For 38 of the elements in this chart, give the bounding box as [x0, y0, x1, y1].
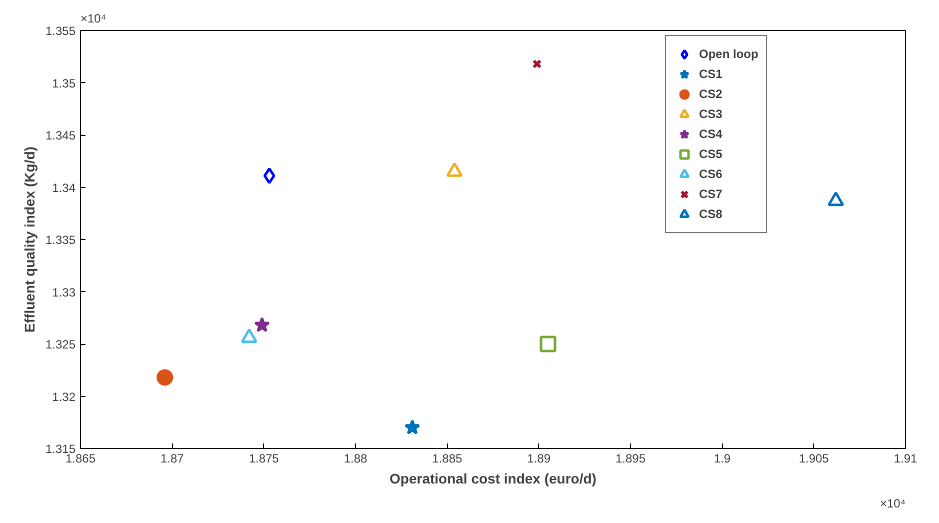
legend-label: CS4 [699, 126, 722, 143]
y-tick-label: 1.35 [52, 76, 76, 90]
y-tick-label: 1.32 [52, 390, 76, 404]
x-tick-label: 1.875 [248, 452, 280, 466]
point [532, 59, 542, 69]
x-tick-label: 1.87 [160, 452, 184, 466]
point [156, 369, 174, 386]
point [263, 168, 276, 184]
legend-label: CS1 [699, 66, 722, 83]
text: ×10⁴ [80, 12, 106, 26]
y-tick-label: 1.325 [45, 338, 76, 352]
point [404, 419, 420, 435]
x-tick-label: 1.91 [894, 452, 918, 466]
x-tick-label: 1.9 [714, 452, 731, 466]
x-tick-label: 1.905 [798, 452, 830, 466]
legend-label: CS7 [699, 186, 722, 203]
legend-label: CS6 [699, 166, 722, 183]
text: ×10⁴ [880, 496, 906, 510]
y-tick-label: 1.355 [45, 24, 76, 38]
x-tick-label: 1.865 [65, 452, 96, 466]
legend-label: CS5 [699, 146, 722, 163]
x-axis-title: Operational cost index (euro/d) [390, 470, 596, 486]
y-tick-label: 1.33 [52, 285, 76, 300]
x-tick-label: 1.88 [344, 452, 368, 466]
x-tick-label: 1.895 [615, 452, 646, 466]
legend-label: CS8 [699, 206, 722, 223]
y-tick-label: 1.345 [45, 128, 76, 142]
legend-label: Open loop [699, 46, 758, 63]
y-axis-title: Effluent quality index (Kg/d) [21, 146, 38, 332]
x-tick-label: 1.885 [432, 452, 463, 466]
y-tick-label: 1.335 [45, 233, 76, 247]
point [240, 328, 258, 344]
y-tick-label: 1.34 [52, 180, 76, 195]
point [540, 336, 556, 352]
legend-label: CS3 [699, 106, 722, 123]
x-tick-label: 1.89 [527, 452, 551, 466]
point [254, 316, 270, 332]
legend-label: CS2 [699, 86, 722, 103]
